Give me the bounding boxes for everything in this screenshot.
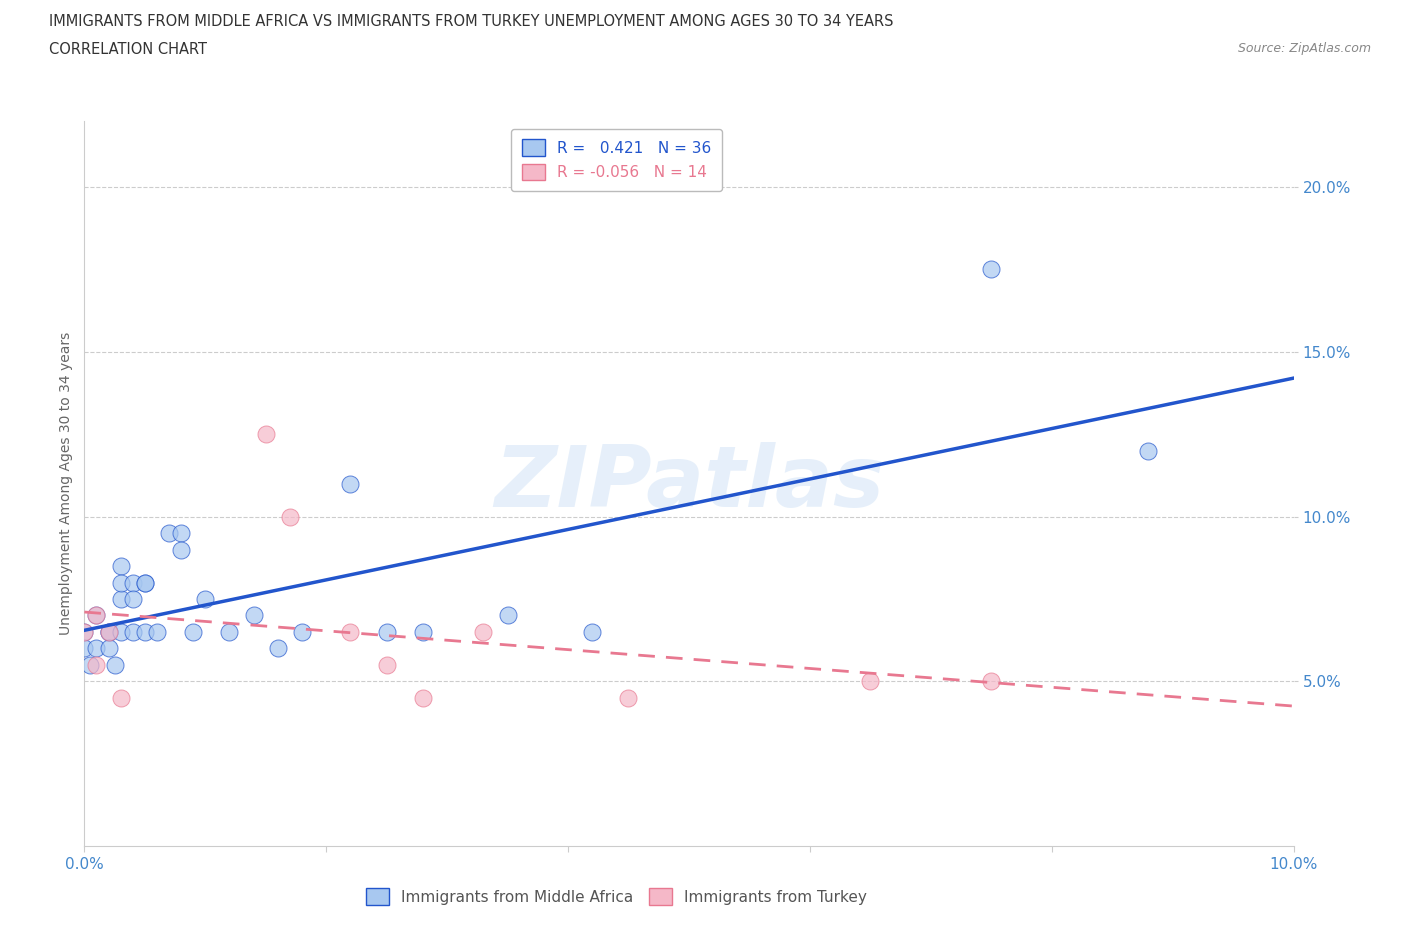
Point	[73, 641, 96, 656]
Point	[110, 575, 132, 590]
Point	[121, 625, 143, 640]
Point	[980, 674, 1002, 689]
Point	[97, 625, 120, 640]
Point	[242, 608, 264, 623]
Point	[170, 542, 193, 557]
Point	[375, 658, 398, 672]
Point	[73, 625, 96, 640]
Point	[472, 625, 495, 640]
Text: Source: ZipAtlas.com: Source: ZipAtlas.com	[1237, 42, 1371, 55]
Point	[110, 559, 132, 574]
Point	[412, 625, 434, 640]
Point	[104, 658, 127, 672]
Text: CORRELATION CHART: CORRELATION CHART	[49, 42, 207, 57]
Point	[181, 625, 204, 640]
Point	[254, 427, 277, 442]
Point	[134, 575, 156, 590]
Point	[339, 476, 361, 491]
Point	[617, 690, 640, 705]
Point	[1137, 444, 1160, 458]
Point	[980, 262, 1002, 277]
Legend: Immigrants from Middle Africa, Immigrants from Turkey: Immigrants from Middle Africa, Immigrant…	[360, 883, 873, 911]
Point	[86, 641, 108, 656]
Point	[291, 625, 314, 640]
Text: IMMIGRANTS FROM MIDDLE AFRICA VS IMMIGRANTS FROM TURKEY UNEMPLOYMENT AMONG AGES : IMMIGRANTS FROM MIDDLE AFRICA VS IMMIGRA…	[49, 14, 894, 29]
Point	[73, 625, 96, 640]
Point	[97, 641, 120, 656]
Point	[194, 591, 217, 606]
Point	[859, 674, 882, 689]
Point	[134, 625, 156, 640]
Point	[134, 575, 156, 590]
Text: ZIPatlas: ZIPatlas	[494, 442, 884, 525]
Point	[110, 625, 132, 640]
Point	[121, 575, 143, 590]
Point	[339, 625, 361, 640]
Point	[86, 658, 108, 672]
Point	[157, 525, 180, 540]
Point	[97, 625, 120, 640]
Point	[170, 525, 193, 540]
Point	[267, 641, 290, 656]
Point	[218, 625, 240, 640]
Point	[110, 690, 132, 705]
Point	[86, 608, 108, 623]
Y-axis label: Unemployment Among Ages 30 to 34 years: Unemployment Among Ages 30 to 34 years	[59, 332, 73, 635]
Point	[581, 625, 603, 640]
Point	[146, 625, 169, 640]
Point	[278, 509, 301, 524]
Point	[412, 690, 434, 705]
Point	[375, 625, 398, 640]
Point	[86, 608, 108, 623]
Point	[97, 625, 120, 640]
Point	[121, 591, 143, 606]
Point	[496, 608, 519, 623]
Point	[79, 658, 101, 672]
Point	[110, 591, 132, 606]
